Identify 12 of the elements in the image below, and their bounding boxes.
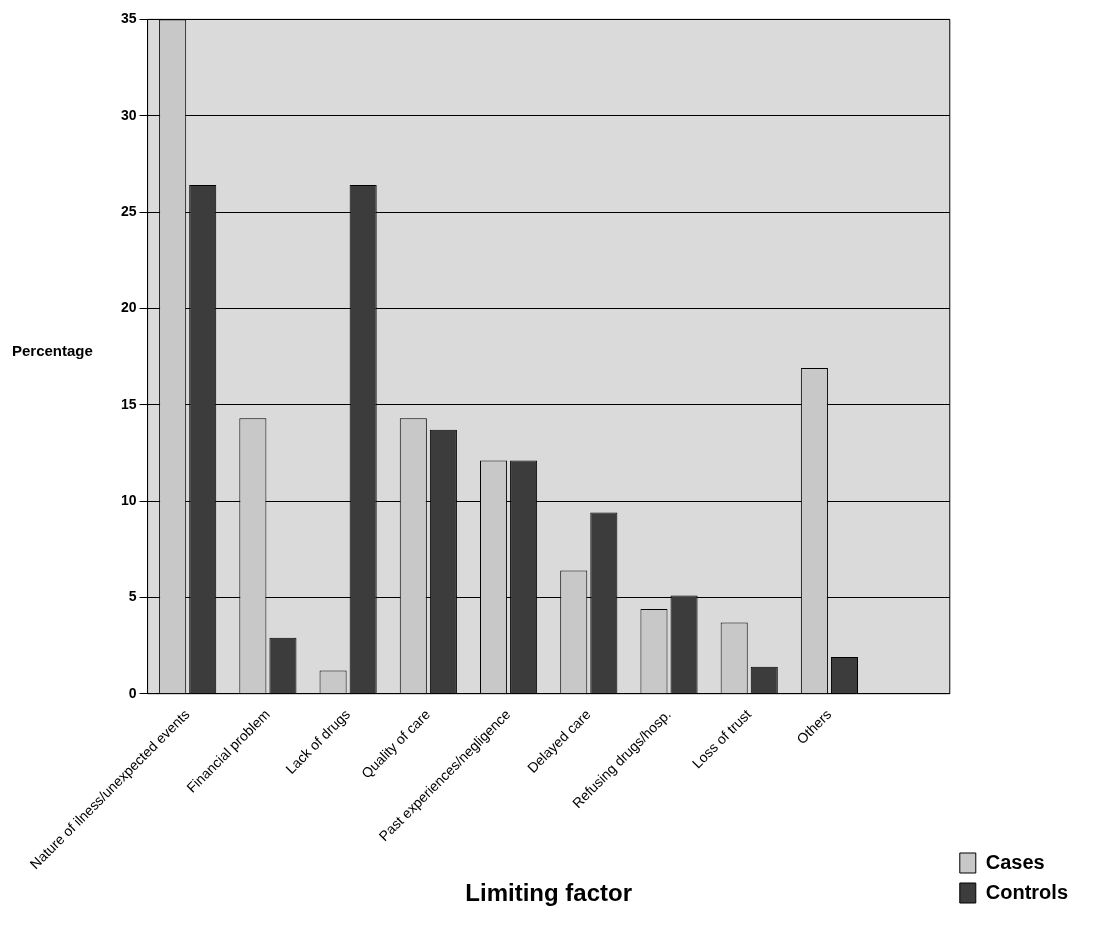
x-axis-title: Limiting factor xyxy=(465,879,633,907)
y-tick-label: 5 xyxy=(128,588,137,605)
y-tick-label: 25 xyxy=(120,202,137,219)
y-tick-label: 20 xyxy=(120,299,137,316)
y-tick-label: 35 xyxy=(120,10,137,27)
y-tick-label: 30 xyxy=(120,106,137,123)
legend-label: Controls xyxy=(985,880,1068,903)
legend-label: Cases xyxy=(985,850,1045,873)
y-tick-label: 0 xyxy=(128,684,137,701)
y-tick-label: 15 xyxy=(120,395,137,412)
y-tick-label: 10 xyxy=(120,491,137,508)
y-axis-title: Percentage xyxy=(12,341,93,359)
